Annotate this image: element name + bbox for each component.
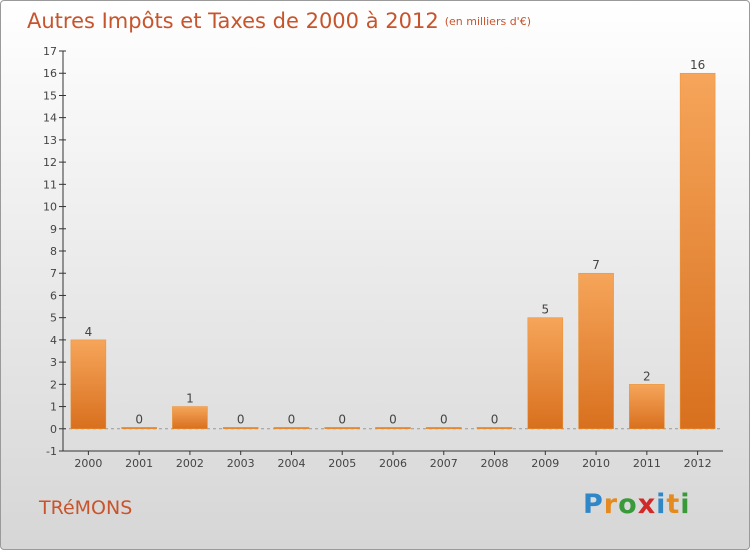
data-label: 0 (338, 412, 346, 426)
y-tick-label: 10 (43, 201, 57, 214)
bar-2009 (527, 317, 564, 430)
x-tick-label: 2012 (684, 457, 712, 470)
y-tick-label: 8 (50, 245, 57, 258)
data-label: 0 (237, 412, 245, 426)
logo-letter: i (656, 489, 667, 520)
commune-name: TRéMONS (39, 497, 133, 519)
logo-letter: P (583, 489, 604, 520)
data-label: 4 (85, 325, 93, 339)
x-tick-label: 2002 (176, 457, 204, 470)
x-tick-label: 2006 (379, 457, 407, 470)
x-tick-label: 2009 (531, 457, 559, 470)
logo-letter: o (618, 489, 638, 520)
x-tick-label: 2005 (328, 457, 356, 470)
data-label: 16 (690, 58, 705, 72)
y-tick-label: 7 (50, 267, 57, 280)
bar-2003 (222, 427, 259, 430)
y-tick-label: 11 (43, 178, 57, 191)
y-tick-label: 2 (50, 378, 57, 391)
y-tick-label: 1 (50, 401, 57, 414)
logo-letter: t (666, 489, 681, 520)
data-label: 7 (592, 258, 600, 272)
y-tick-label: 6 (50, 289, 57, 302)
x-tick-label: 2000 (74, 457, 102, 470)
data-label: 0 (135, 412, 143, 426)
x-tick-label: 2007 (430, 457, 458, 470)
bar-2000 (70, 339, 107, 430)
bar-2005 (324, 427, 360, 430)
y-tick-label: 3 (50, 356, 57, 369)
y-tick-label: 9 (50, 223, 57, 236)
logo-letter: x (637, 489, 657, 520)
bar-2011 (629, 384, 665, 430)
data-label: 2 (643, 369, 651, 383)
y-tick-label: 13 (43, 134, 57, 147)
data-label: 0 (491, 412, 499, 426)
logo-letter: i (680, 489, 691, 520)
x-tick-label: 2011 (633, 457, 661, 470)
y-tick-label: 4 (50, 334, 57, 347)
data-labels: 4 0 1 0 0 0 0 0 0 5 7 2 16 (85, 58, 706, 426)
bar-2001 (121, 427, 157, 430)
y-tick-label: 16 (43, 67, 57, 80)
chart-title: Autres Impôts et Taxes de 2000 à 2012 (en… (27, 9, 531, 33)
bar-2004 (273, 427, 310, 430)
x-tick-label: 2008 (481, 457, 509, 470)
x-tick-label: 2010 (582, 457, 610, 470)
bar-2002 (172, 406, 208, 430)
data-label: 1 (186, 392, 194, 406)
y-tick-label: 12 (43, 156, 57, 169)
chart-unit: (en milliers d'€) (444, 15, 531, 28)
y-tick-label: 0 (50, 423, 57, 436)
bar-2006 (375, 427, 411, 430)
chart-title-text: Autres Impôts et Taxes de 2000 à 2012 (27, 9, 439, 33)
data-label: 5 (541, 303, 549, 317)
bar-2007 (426, 427, 462, 430)
data-label: 0 (440, 412, 448, 426)
y-tick-label: 15 (43, 89, 57, 102)
data-label: 0 (389, 412, 397, 426)
data-label: 0 (288, 412, 296, 426)
x-tick-label: 2001 (125, 457, 153, 470)
y-tick-label: 17 (43, 45, 57, 58)
logo-letter: r (603, 489, 619, 520)
y-tick-label: 14 (43, 112, 57, 125)
bar-2010 (578, 272, 614, 430)
y-tick-label: -1 (46, 445, 57, 458)
bar-2008 (476, 427, 513, 430)
x-tick-label: 2004 (277, 457, 305, 470)
y-tick-label: 5 (50, 312, 57, 325)
bars (70, 72, 716, 430)
proxiti-logo: Proxiti (583, 489, 691, 520)
bar-2012 (679, 72, 716, 430)
x-tick-label: 2003 (227, 457, 255, 470)
